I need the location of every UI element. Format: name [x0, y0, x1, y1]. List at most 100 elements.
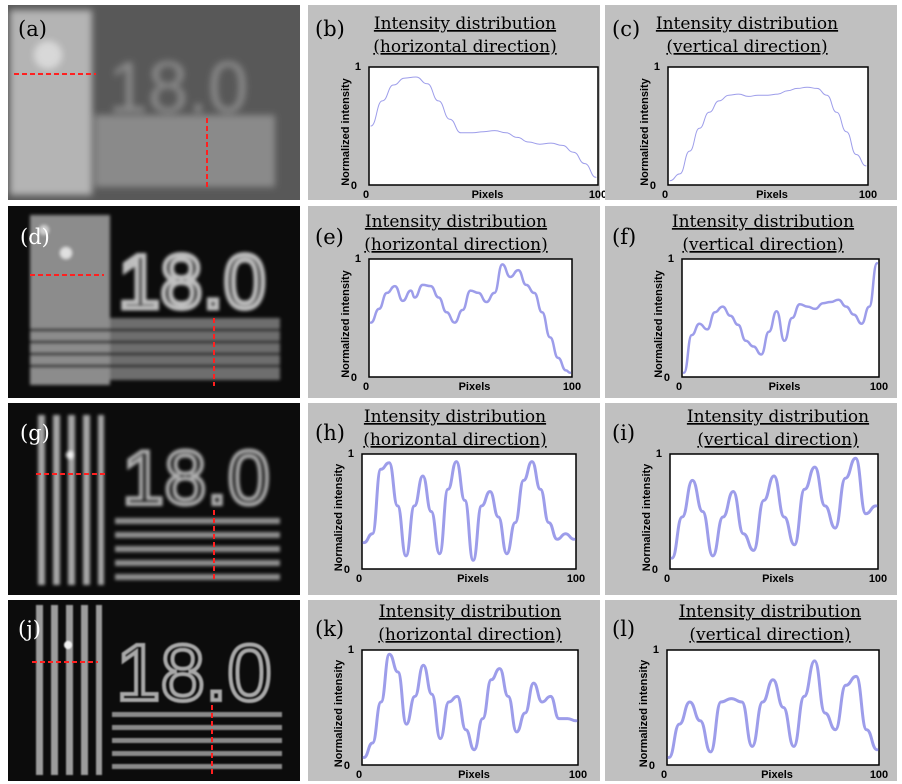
plot-panel: (f) Intensity distribution (vertical direc… [605, 206, 897, 398]
x-axis-label: Pixels [762, 573, 794, 585]
intensity-profile-line [669, 86, 867, 182]
x-tick-label: 100 [567, 573, 585, 585]
y-tick-label: 0 [351, 372, 357, 384]
x-axis-label: Pixels [457, 573, 489, 585]
intensity-profile-line [369, 263, 572, 374]
y-axis-label: Normalized intensity [638, 659, 650, 767]
plot-panel: (k) Intensity distribution (horizontal dir… [308, 600, 600, 781]
x-tick-label: 0 [661, 769, 667, 781]
x-tick-label: 100 [869, 573, 887, 585]
image-digits: 18.0 [116, 628, 272, 717]
panel-label: (d) [20, 225, 50, 249]
y-tick-label: 1 [348, 644, 354, 656]
x-axis-label: Pixels [472, 189, 504, 201]
plot-title: Intensity distribution [672, 212, 854, 232]
x-tick-label: 100 [870, 381, 888, 393]
image-panel-d: 18.0 (d) [8, 206, 300, 398]
plot-subtitle: (vertical direction) [689, 625, 850, 645]
y-axis-label: Normalized intensity [333, 463, 345, 571]
x-axis-label: Pixels [459, 381, 491, 393]
profile-plots: (b) Intensity distribution (horizontal dir… [308, 5, 897, 781]
plot-panel: (i) Intensity distribution (vertical direc… [605, 403, 897, 595]
image-digits: 18.0 [108, 48, 248, 128]
panel-label: (g) [20, 421, 50, 445]
image-digits: 18.0 [118, 240, 266, 325]
panel-label: (b) [315, 17, 345, 41]
y-axis-label: Normalized intensity [333, 659, 345, 767]
intensity-profile-line [362, 460, 576, 562]
x-axis-label: Pixels [769, 381, 801, 393]
plot-panel: (b) Intensity distribution (horizontal dir… [308, 5, 607, 201]
plot-subtitle: (horizontal direction) [364, 235, 547, 255]
plot-subtitle: (vertical direction) [682, 235, 843, 255]
panel-label: (l) [612, 617, 635, 641]
y-tick-label: 0 [664, 372, 670, 384]
y-axis-label: Normalized intensity [340, 269, 352, 377]
plot-panel: (c) Intensity distribution (vertical direc… [605, 5, 897, 201]
plot-title: Intensity distribution [656, 14, 838, 34]
plot-area [666, 649, 880, 766]
plot-panel: (h) Intensity distribution (horizontal dir… [308, 403, 600, 595]
plot-subtitle: (horizontal direction) [378, 625, 561, 645]
x-tick-label: 100 [859, 189, 877, 201]
panel-label: (k) [315, 617, 344, 641]
intensity-profile-line [362, 652, 578, 759]
y-tick-label: 0 [344, 564, 350, 576]
y-tick-label: 1 [668, 253, 674, 265]
x-tick-label: 100 [870, 769, 888, 781]
y-axis-label: Normalized intensity [340, 77, 352, 185]
x-tick-label: 0 [363, 381, 369, 393]
y-tick-label: 0 [649, 760, 655, 772]
y-tick-label: 0 [351, 180, 357, 192]
plot-area [361, 453, 577, 570]
panel-label: (c) [612, 17, 640, 41]
y-tick-label: 0 [344, 760, 350, 772]
panel-label: (f) [612, 225, 636, 249]
intensity-profile-line [667, 659, 879, 759]
plot-area [667, 66, 869, 186]
plot-title: Intensity distribution [374, 14, 556, 34]
plot-subtitle: (horizontal direction) [363, 430, 546, 450]
image-panel-a: 18.0 (a) [8, 5, 300, 200]
intensity-profile-line [370, 76, 597, 178]
x-axis-label: Pixels [761, 769, 793, 781]
image-panel-j: 18.0 (j) [8, 600, 300, 781]
x-tick-label: 0 [356, 769, 362, 781]
y-tick-label: 1 [654, 61, 660, 73]
x-tick-label: 0 [356, 573, 362, 585]
panel-label: (h) [315, 421, 345, 445]
panel-label: (a) [18, 17, 47, 41]
x-tick-label: 0 [676, 381, 682, 393]
plot-title: Intensity distribution [364, 407, 546, 427]
plot-subtitle: (horizontal direction) [373, 37, 556, 57]
x-tick-label: 100 [589, 189, 607, 201]
panel-label: (i) [612, 421, 635, 445]
x-tick-label: 0 [662, 189, 668, 201]
y-tick-label: 1 [653, 644, 659, 656]
y-axis-label: Normalized intensity [641, 463, 653, 571]
x-axis-label: Pixels [756, 189, 788, 201]
plot-panel: (e) Intensity distribution (horizontal dir… [308, 206, 600, 398]
y-tick-label: 1 [656, 448, 662, 460]
y-axis-label: Normalized intensity [653, 269, 665, 377]
plot-title: Intensity distribution [687, 407, 869, 427]
y-tick-label: 1 [355, 61, 361, 73]
plot-subtitle: (vertical direction) [697, 430, 858, 450]
plot-subtitle: (vertical direction) [666, 37, 827, 57]
y-axis-label: Normalized intensity [639, 77, 651, 185]
plot-panel: (l) Intensity distribution (vertical direc… [605, 600, 897, 781]
plot-area [368, 258, 573, 378]
plot-title: Intensity distribution [379, 602, 561, 622]
plot-title: Intensity distribution [679, 602, 861, 622]
x-tick-label: 100 [569, 769, 587, 781]
y-tick-label: 1 [348, 448, 354, 460]
x-tick-label: 0 [664, 573, 670, 585]
x-axis-label: Pixels [458, 769, 490, 781]
image-digits: 18.0 [122, 436, 270, 521]
y-tick-label: 1 [355, 253, 361, 265]
y-tick-label: 0 [650, 180, 656, 192]
intensity-profile-line [670, 456, 878, 560]
x-tick-label: 0 [363, 189, 369, 201]
intensity-profile-line [682, 262, 879, 374]
